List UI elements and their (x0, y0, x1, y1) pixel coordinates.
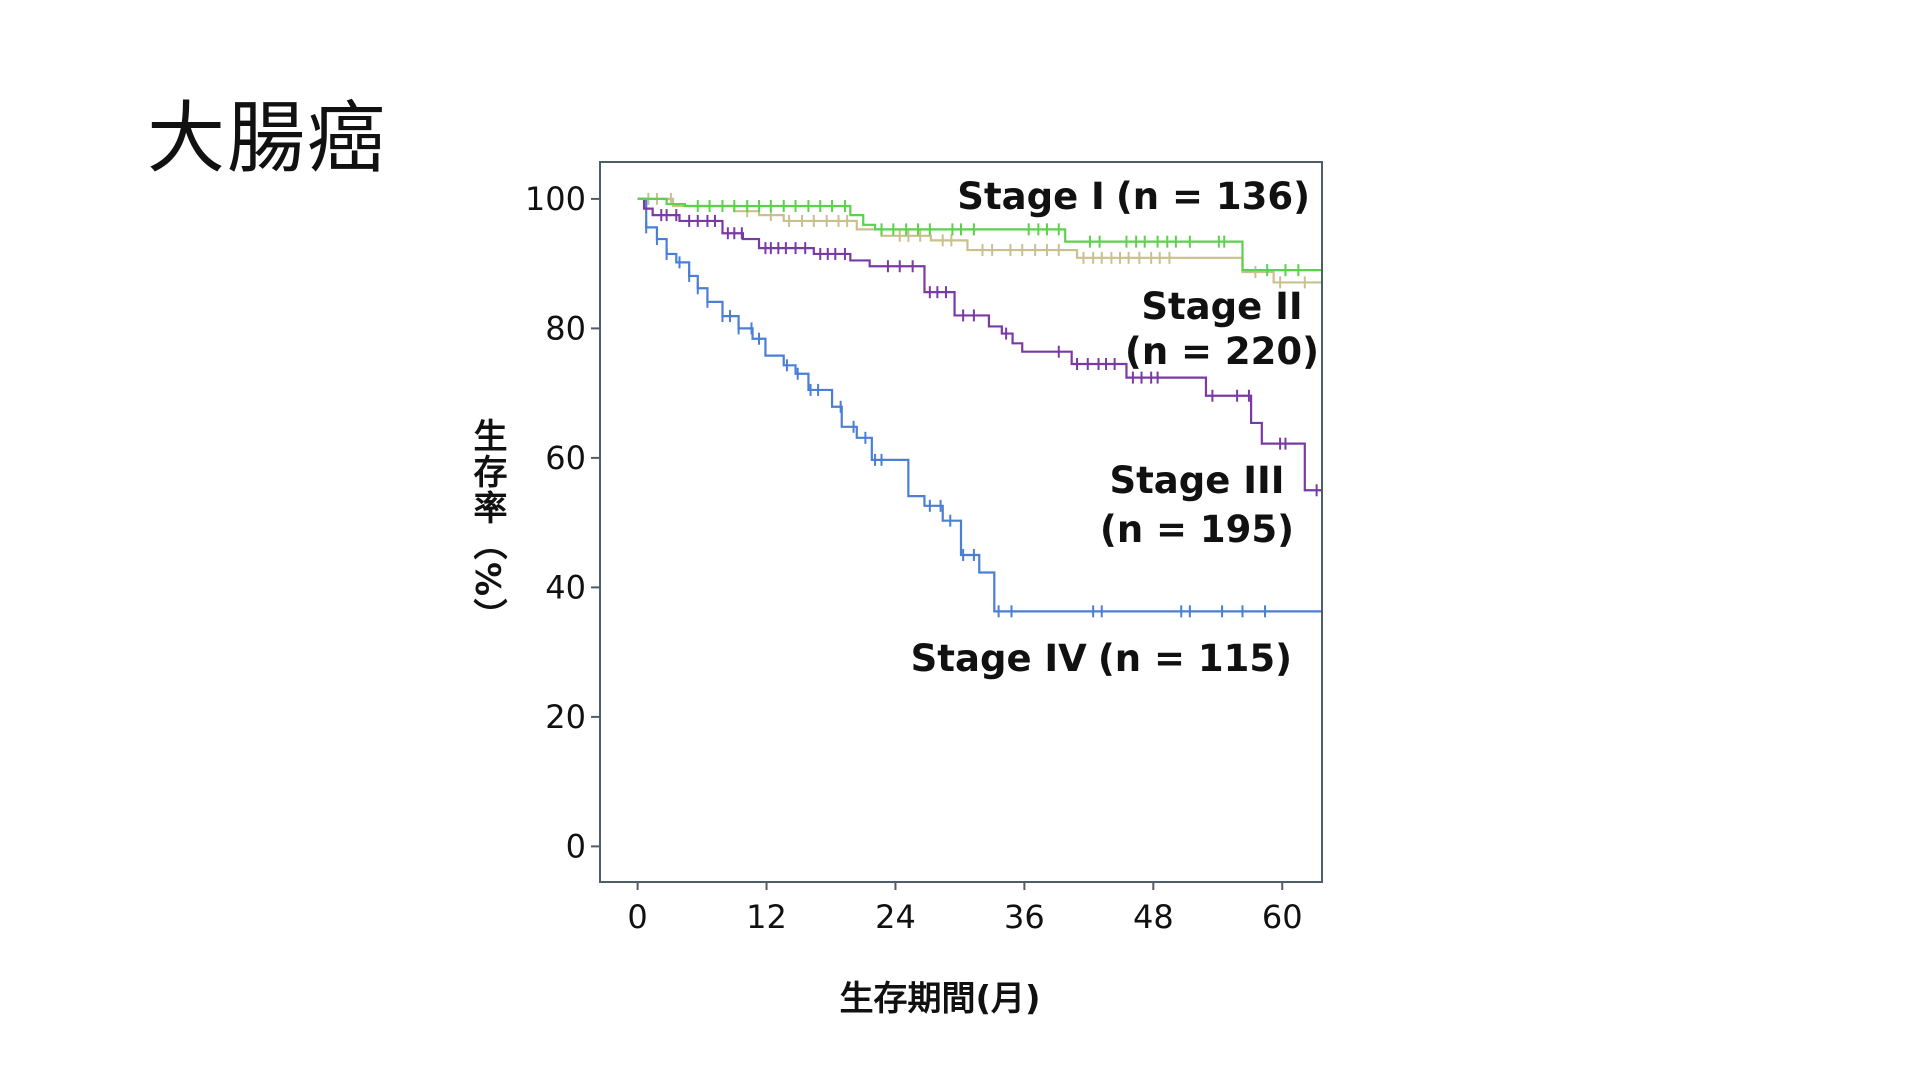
series-name: Stage IV (911, 637, 1088, 680)
x-tick-label: 12 (746, 898, 787, 936)
series-count: (n = 115) (1098, 637, 1292, 680)
y-tick-label: 100 (525, 180, 586, 218)
series-label-stage-iii-name: Stage III (1109, 459, 1284, 502)
series-label-stage-iv: Stage IV (n = 115) (911, 637, 1292, 680)
x-tick-label: 48 (1133, 898, 1174, 936)
x-tick-label: 24 (875, 898, 916, 936)
plot-frame (599, 161, 1323, 883)
series-count: (n = 136) (1116, 175, 1310, 218)
y-tick-label: 60 (545, 439, 586, 477)
y-axis-label: 生存率（%） (467, 418, 507, 635)
series-label-stage-ii-name: Stage II (1141, 285, 1302, 328)
series-line-stage-iii (637, 197, 1322, 492)
axis-ticks: 0 20 40 60 80 100 0 12 24 36 48 60 (525, 180, 1303, 936)
survival-curves (637, 192, 1322, 618)
x-tick-label: 0 (627, 898, 647, 936)
series-label-stage-i: Stage I (n = 136) (957, 175, 1310, 218)
series-stage-i (637, 197, 1322, 277)
x-tick-label: 36 (1004, 898, 1045, 936)
series-stage-iv (637, 197, 1322, 618)
y-tick-label: 0 (566, 827, 586, 865)
series-label-stage-ii-count: (n = 220) (1125, 330, 1319, 373)
y-tick-label: 20 (545, 698, 586, 736)
x-axis-label: 生存期間(月) (839, 979, 1041, 1019)
series-stage-iii (637, 197, 1322, 497)
series-line-stage-i (637, 197, 1322, 272)
y-tick-label: 40 (545, 568, 586, 606)
series-label-stage-iii-count: (n = 195) (1100, 508, 1294, 551)
x-tick-label: 60 (1262, 898, 1303, 936)
y-tick-label: 80 (545, 309, 586, 347)
series-name: Stage I (957, 175, 1105, 218)
slide-title: 大腸癌 (147, 94, 388, 184)
